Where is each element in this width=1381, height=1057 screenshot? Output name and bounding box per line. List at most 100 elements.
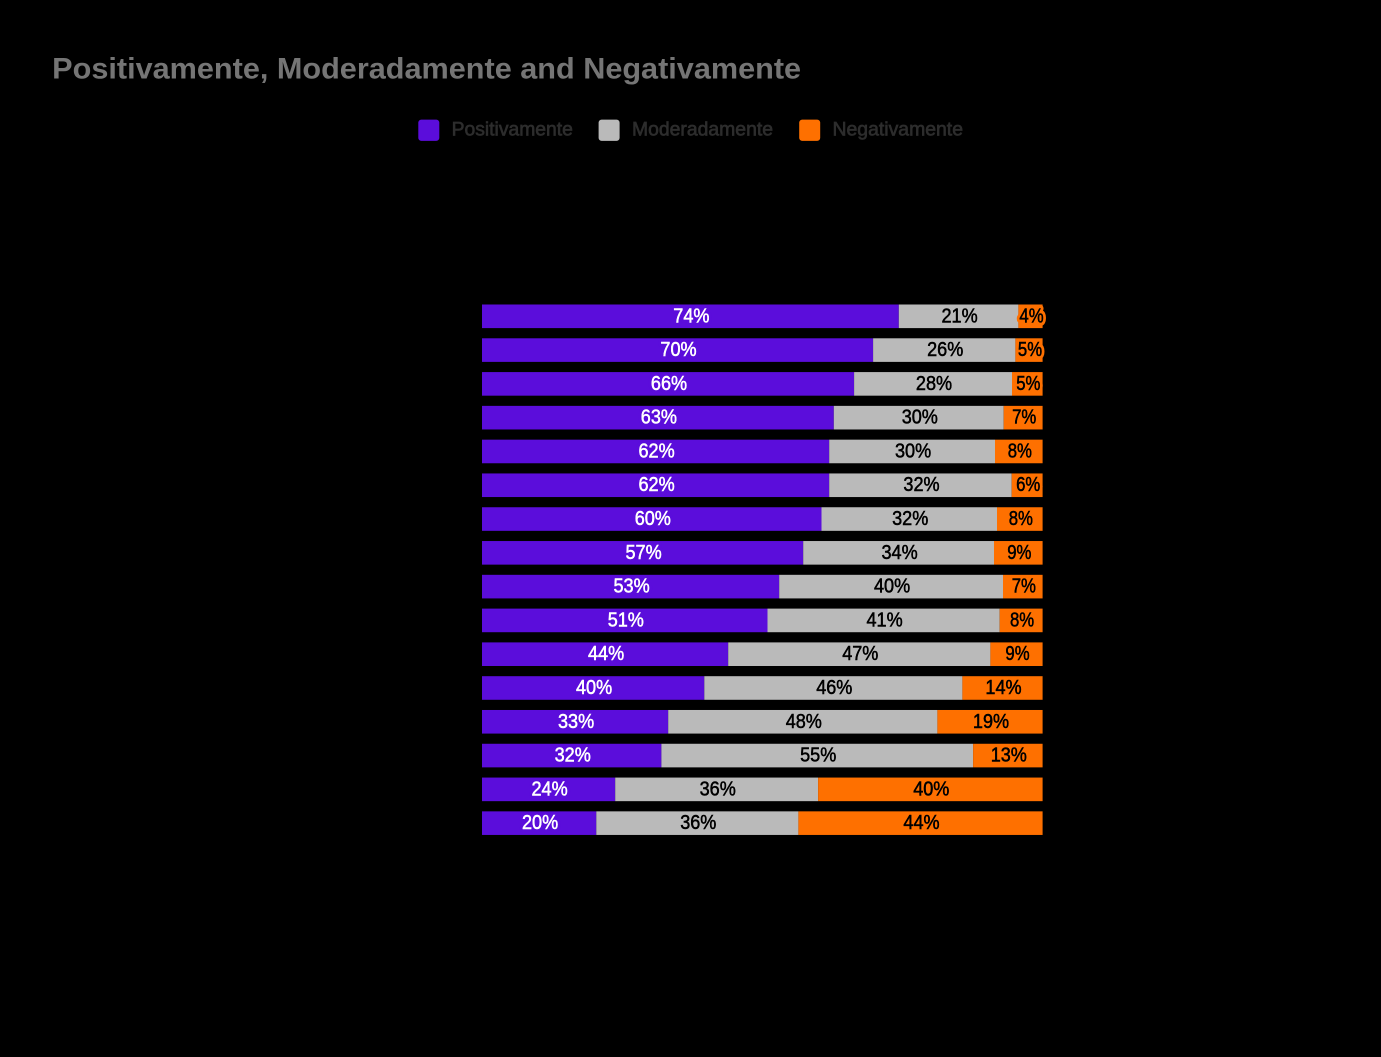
svg-text:5%: 5% <box>1016 373 1040 395</box>
svg-text:20%: 20% <box>522 812 558 834</box>
svg-text:8%: 8% <box>1008 441 1032 463</box>
svg-text:40%: 40% <box>874 576 910 598</box>
svg-text:8%: 8% <box>1010 609 1034 631</box>
svg-text:4%: 4% <box>1019 305 1043 327</box>
svg-text:36%: 36% <box>700 778 736 800</box>
svg-text:40%: 40% <box>913 778 949 800</box>
svg-text:30%: 30% <box>902 407 938 429</box>
svg-text:28%: 28% <box>916 373 952 395</box>
svg-text:40%: 40% <box>874 576 910 598</box>
svg-text:4%: 4% <box>1019 305 1043 327</box>
svg-text:60%: 60% <box>635 508 671 530</box>
svg-text:7%: 7% <box>1012 576 1036 598</box>
svg-text:62%: 62% <box>639 474 675 496</box>
svg-text:33%: 33% <box>558 711 594 733</box>
svg-text:34%: 34% <box>882 542 918 564</box>
svg-text:8%: 8% <box>1009 508 1033 530</box>
svg-text:66%: 66% <box>651 373 687 395</box>
svg-text:8%: 8% <box>1009 508 1033 530</box>
svg-text:32%: 32% <box>555 745 591 767</box>
svg-text:32%: 32% <box>555 745 591 767</box>
svg-text:8%: 8% <box>1010 609 1034 631</box>
svg-text:74%: 74% <box>673 305 709 327</box>
svg-text:19%: 19% <box>973 711 1009 733</box>
svg-text:44%: 44% <box>903 812 939 834</box>
svg-text:51%: 51% <box>608 609 644 631</box>
svg-text:32%: 32% <box>892 508 928 530</box>
svg-text:5%: 5% <box>1018 339 1042 361</box>
svg-text:44%: 44% <box>588 643 624 665</box>
svg-text:Moderadamente: Moderadamente <box>632 118 773 140</box>
svg-text:53%: 53% <box>614 576 650 598</box>
svg-text:40%: 40% <box>913 778 949 800</box>
svg-text:9%: 9% <box>1007 542 1031 564</box>
svg-text:13%: 13% <box>991 745 1027 767</box>
svg-text:62%: 62% <box>639 474 675 496</box>
svg-text:62%: 62% <box>639 441 675 463</box>
svg-text:32%: 32% <box>903 474 939 496</box>
svg-text:9%: 9% <box>1007 542 1031 564</box>
svg-text:Positivamente: Positivamente <box>452 118 573 140</box>
svg-text:60%: 60% <box>635 508 671 530</box>
svg-text:21%: 21% <box>942 305 978 327</box>
svg-text:55%: 55% <box>800 745 836 767</box>
svg-text:66%: 66% <box>651 373 687 395</box>
svg-text:40%: 40% <box>576 677 612 699</box>
svg-text:20%: 20% <box>522 812 558 834</box>
svg-text:70%: 70% <box>660 339 696 361</box>
svg-text:6%: 6% <box>1016 474 1040 496</box>
svg-text:55%: 55% <box>800 745 836 767</box>
svg-text:70%: 70% <box>660 339 696 361</box>
svg-text:57%: 57% <box>626 542 662 564</box>
svg-text:46%: 46% <box>816 677 852 699</box>
svg-text:30%: 30% <box>902 407 938 429</box>
svg-text:44%: 44% <box>588 643 624 665</box>
svg-text:41%: 41% <box>867 609 903 631</box>
svg-text:26%: 26% <box>927 339 963 361</box>
svg-text:14%: 14% <box>985 677 1021 699</box>
svg-text:62%: 62% <box>639 441 675 463</box>
svg-text:63%: 63% <box>641 407 677 429</box>
svg-text:Positivamente, Moderadamente a: Positivamente, Moderadamente and Negativ… <box>52 52 801 85</box>
svg-text:53%: 53% <box>614 576 650 598</box>
svg-text:7%: 7% <box>1012 407 1036 429</box>
svg-text:48%: 48% <box>786 711 822 733</box>
svg-text:46%: 46% <box>816 677 852 699</box>
svg-text:26%: 26% <box>927 339 963 361</box>
svg-text:30%: 30% <box>895 441 931 463</box>
svg-text:74%: 74% <box>673 305 709 327</box>
svg-text:Negativamente: Negativamente <box>833 118 964 140</box>
svg-text:44%: 44% <box>903 812 939 834</box>
svg-text:36%: 36% <box>680 812 716 834</box>
svg-text:32%: 32% <box>903 474 939 496</box>
svg-text:6%: 6% <box>1016 474 1040 496</box>
svg-text:9%: 9% <box>1005 643 1029 665</box>
svg-text:7%: 7% <box>1012 576 1036 598</box>
svg-text:5%: 5% <box>1018 339 1042 361</box>
svg-text:48%: 48% <box>786 711 822 733</box>
svg-text:9%: 9% <box>1005 643 1029 665</box>
svg-text:36%: 36% <box>680 812 716 834</box>
svg-text:41%: 41% <box>867 609 903 631</box>
svg-text:5%: 5% <box>1016 373 1040 395</box>
svg-text:63%: 63% <box>641 407 677 429</box>
svg-text:47%: 47% <box>842 643 878 665</box>
svg-text:21%: 21% <box>942 305 978 327</box>
svg-text:28%: 28% <box>916 373 952 395</box>
svg-text:40%: 40% <box>576 677 612 699</box>
svg-text:7%: 7% <box>1012 407 1036 429</box>
svg-text:13%: 13% <box>991 745 1027 767</box>
svg-text:34%: 34% <box>882 542 918 564</box>
svg-text:36%: 36% <box>700 778 736 800</box>
svg-text:33%: 33% <box>558 711 594 733</box>
svg-text:14%: 14% <box>985 677 1021 699</box>
svg-text:57%: 57% <box>626 542 662 564</box>
svg-text:51%: 51% <box>608 609 644 631</box>
svg-text:47%: 47% <box>842 643 878 665</box>
svg-text:19%: 19% <box>973 711 1009 733</box>
svg-text:24%: 24% <box>532 778 568 800</box>
svg-text:8%: 8% <box>1008 441 1032 463</box>
svg-text:32%: 32% <box>892 508 928 530</box>
svg-text:30%: 30% <box>895 441 931 463</box>
svg-text:24%: 24% <box>532 778 568 800</box>
